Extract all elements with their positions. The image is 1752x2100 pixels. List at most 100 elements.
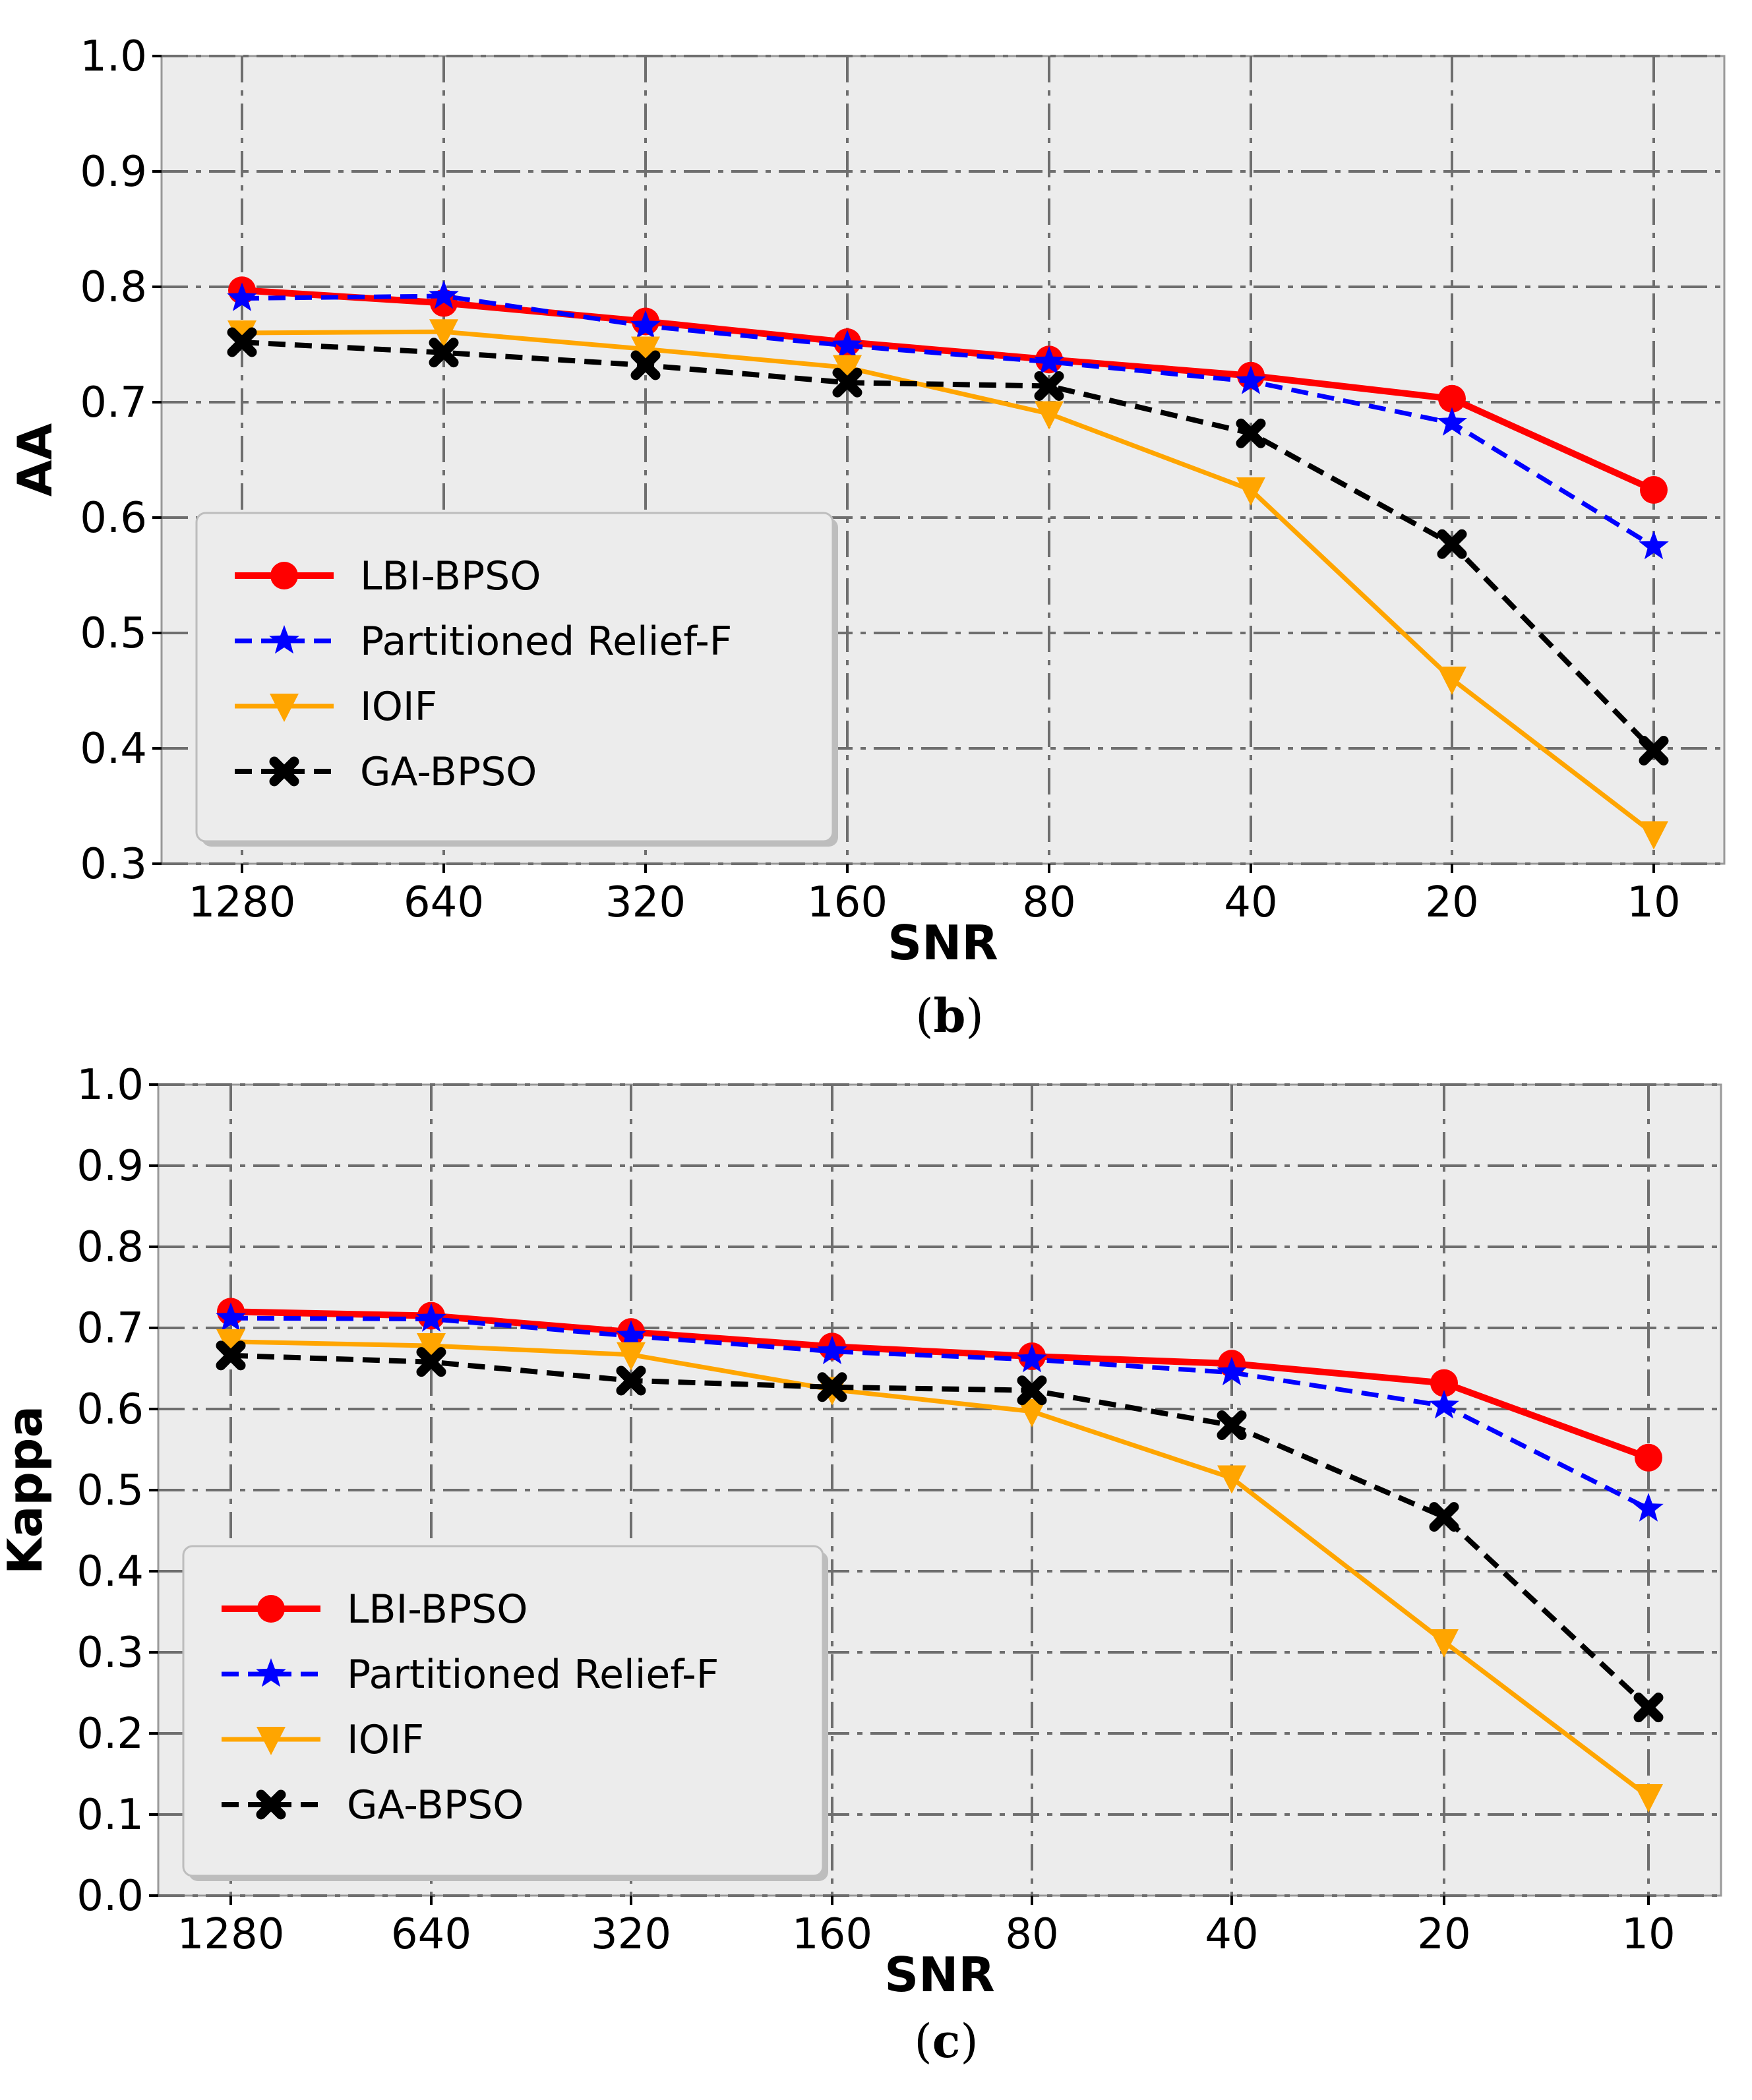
- y-tick-label: 0.4: [80, 725, 147, 773]
- data-point: [630, 310, 661, 339]
- y-tick-label: 0.5: [76, 1466, 144, 1515]
- y-tick-label: 0.1: [76, 1791, 144, 1840]
- series-ga-bpso: [227, 327, 1669, 765]
- series-partitioned-relief-f: [216, 1302, 1664, 1522]
- y-tick-label: 0.3: [76, 1629, 144, 1677]
- x-tick-label: 160: [792, 1910, 872, 1959]
- legend-marker: [269, 756, 299, 787]
- y-tick-label: 0.8: [80, 263, 147, 312]
- legend-label: IOIF: [347, 1717, 424, 1763]
- data-point: [1639, 821, 1668, 850]
- legend: LBI-BPSO Partitioned Relief-F IOIF GA-BPSO: [182, 1545, 828, 1881]
- data-point: [1430, 1369, 1458, 1397]
- data-point: [429, 280, 459, 309]
- chart-panel-b: 0.3 0.4 0.5 0.6 0.7 0.8 0.9 1.0 1280 640 320 160 80 4…: [7, 32, 1726, 1043]
- data-point: [1438, 384, 1466, 413]
- data-point: [1633, 1693, 1664, 1723]
- legend-label: IOIF: [360, 684, 437, 730]
- data-point: [216, 1340, 246, 1371]
- x-tick-label: 80: [1005, 1910, 1058, 1959]
- y-tick-label: 0.0: [76, 1872, 144, 1921]
- series-line: [241, 329, 1656, 836]
- data-point: [1639, 736, 1669, 765]
- y-tick-label: 1.0: [76, 1061, 144, 1110]
- x-axis-label: SNR: [888, 915, 998, 971]
- y-tick-label: 0.6: [76, 1385, 144, 1434]
- y-tick-label: 0.7: [76, 1304, 144, 1353]
- data-point: [1633, 1493, 1664, 1522]
- x-tick-label: 160: [807, 878, 888, 927]
- data-point: [1639, 530, 1669, 560]
- caption-paren: ): [960, 2014, 978, 2068]
- x-tick-label: 10: [1621, 1910, 1675, 1959]
- series-ga-bpso: [216, 1340, 1664, 1723]
- data-point: [630, 350, 661, 380]
- data-point: [1217, 1410, 1247, 1441]
- series-partitioned-relief-f: [227, 280, 1669, 560]
- data-point: [1635, 1443, 1662, 1472]
- data-point: [1640, 476, 1668, 504]
- data-point: [416, 1347, 446, 1377]
- caption-paren: (: [915, 989, 933, 1043]
- data-point: [1430, 1629, 1459, 1658]
- series-line: [230, 1339, 1650, 1799]
- series-line: [230, 1315, 1650, 1511]
- legend-label: Partitioned Relief-F: [347, 1652, 719, 1698]
- caption-letter: b: [934, 988, 966, 1043]
- data-point: [817, 1372, 847, 1402]
- data-point: [817, 1335, 847, 1365]
- data-point: [1017, 1398, 1046, 1427]
- panel-caption: (b): [915, 988, 984, 1043]
- x-tick-label: 40: [1224, 878, 1277, 927]
- y-tick-label: 0.2: [76, 1710, 144, 1758]
- data-point: [1437, 529, 1467, 559]
- data-point: [617, 1342, 646, 1371]
- y-tick-label: 0.4: [76, 1547, 144, 1596]
- data-point: [616, 1365, 646, 1396]
- y-tick-label: 1.0: [80, 32, 147, 81]
- y-tick-label: 0.3: [80, 840, 147, 889]
- data-point: [429, 338, 459, 368]
- legend-label: LBI-BPSO: [347, 1586, 528, 1633]
- series-line: [230, 1352, 1650, 1710]
- legend-marker: [257, 1595, 285, 1623]
- data-point: [216, 1329, 245, 1358]
- legend: LBI-BPSO Partitioned Relief-F IOIF GA-BPSO: [195, 512, 838, 847]
- legend-marker: [269, 625, 299, 654]
- data-point: [1034, 371, 1064, 401]
- data-point: [832, 330, 862, 359]
- chart-panel-c: 0.0 0.1 0.2 0.3 0.4 0.5 0.6 0.7 0.8 0.9 1.0 1280 640…: [0, 1061, 1722, 2068]
- data-point: [227, 282, 257, 311]
- caption-letter: c: [932, 2014, 961, 2068]
- legend-label: Partitioned Relief-F: [360, 618, 732, 665]
- data-point: [1017, 1375, 1047, 1406]
- x-tick-label: 20: [1425, 878, 1478, 927]
- data-point: [1217, 1356, 1247, 1386]
- y-axis-label: AA: [7, 423, 63, 497]
- data-point: [1429, 1502, 1459, 1532]
- legend-marker: [256, 1658, 286, 1687]
- y-tick-label: 0.8: [76, 1223, 144, 1272]
- data-point: [833, 355, 862, 384]
- data-point: [1017, 1344, 1047, 1373]
- series-line: [241, 287, 1656, 493]
- y-tick-label: 0.6: [80, 494, 147, 543]
- data-point: [1236, 418, 1266, 448]
- data-point: [1236, 477, 1265, 506]
- panel-caption: (c): [914, 2014, 978, 2068]
- x-tick-label: 640: [404, 878, 484, 927]
- legend-marker: [257, 1727, 286, 1755]
- x-tick-label: 20: [1417, 1910, 1470, 1959]
- data-point: [1437, 407, 1467, 436]
- data-point: [832, 367, 862, 398]
- data-point: [1236, 365, 1266, 394]
- x-tick-label: 10: [1627, 878, 1680, 927]
- x-tick-label: 40: [1205, 1910, 1258, 1959]
- data-point: [1035, 401, 1064, 430]
- data-point: [1437, 667, 1466, 695]
- caption-paren: ): [965, 989, 983, 1043]
- data-point: [227, 327, 257, 357]
- x-tick-label: 320: [591, 1910, 671, 1959]
- x-tick-label: 320: [605, 878, 686, 927]
